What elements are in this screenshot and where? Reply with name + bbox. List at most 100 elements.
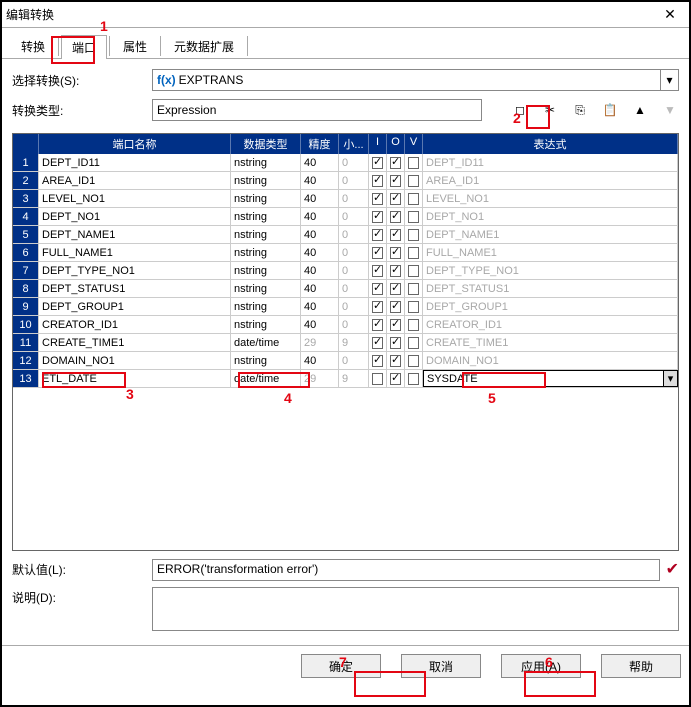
grid-body[interactable]: 1DEPT_ID11nstring400DEPT_ID112AREA_ID1ns…: [13, 154, 678, 550]
output-check[interactable]: [387, 226, 405, 243]
tab-properties[interactable]: 属性: [112, 34, 158, 58]
select-icon[interactable]: ◻: [511, 101, 529, 119]
expression-cell[interactable]: LEVEL_NO1: [423, 190, 678, 207]
col-input[interactable]: I: [369, 134, 387, 154]
table-row[interactable]: 5DEPT_NAME1nstring400DEPT_NAME1: [13, 226, 678, 244]
precision[interactable]: 40: [301, 280, 339, 297]
scale[interactable]: 0: [339, 352, 369, 369]
scale[interactable]: 0: [339, 280, 369, 297]
variable-check[interactable]: [405, 352, 423, 369]
port-name[interactable]: DOMAIN_NO1: [39, 352, 231, 369]
checkbox[interactable]: [408, 283, 419, 295]
select-transform-input[interactable]: f(x) EXPTRANS ▾: [152, 69, 679, 91]
checkbox[interactable]: [390, 175, 401, 187]
row-index[interactable]: 10: [13, 316, 39, 333]
port-name[interactable]: DEPT_GROUP1: [39, 298, 231, 315]
description-input[interactable]: [152, 587, 679, 631]
row-index[interactable]: 4: [13, 208, 39, 225]
tab-ports[interactable]: 端口: [61, 35, 107, 59]
col-name[interactable]: 端口名称: [39, 134, 231, 154]
input-check[interactable]: [369, 334, 387, 351]
port-name[interactable]: DEPT_TYPE_NO1: [39, 262, 231, 279]
table-row[interactable]: 7DEPT_TYPE_NO1nstring400DEPT_TYPE_NO1: [13, 262, 678, 280]
scale[interactable]: 0: [339, 244, 369, 261]
input-check[interactable]: [369, 298, 387, 315]
variable-check[interactable]: [405, 280, 423, 297]
data-type[interactable]: nstring: [231, 208, 301, 225]
checkbox[interactable]: [372, 355, 383, 367]
row-index[interactable]: 9: [13, 298, 39, 315]
table-row[interactable]: 13ETL_DATEdate/time299SYSDATE▾: [13, 370, 678, 388]
scale[interactable]: 0: [339, 172, 369, 189]
expression-cell[interactable]: CREATOR_ID1: [423, 316, 678, 333]
checkbox[interactable]: [372, 337, 383, 349]
expression-cell[interactable]: FULL_NAME1: [423, 244, 678, 261]
data-type[interactable]: nstring: [231, 262, 301, 279]
tab-transform[interactable]: 转换: [10, 34, 56, 58]
checkbox[interactable]: [390, 301, 401, 313]
variable-check[interactable]: [405, 226, 423, 243]
output-check[interactable]: [387, 370, 405, 387]
checkbox[interactable]: [372, 265, 383, 277]
row-index[interactable]: 12: [13, 352, 39, 369]
checkbox[interactable]: [408, 301, 419, 313]
checkbox[interactable]: [372, 283, 383, 295]
checkbox[interactable]: [372, 247, 383, 259]
checkbox[interactable]: [372, 211, 383, 223]
dropdown-icon[interactable]: ▾: [663, 371, 677, 386]
data-type[interactable]: date/time: [231, 370, 301, 387]
tab-metadata[interactable]: 元数据扩展: [163, 34, 245, 58]
table-row[interactable]: 11CREATE_TIME1date/time299CREATE_TIME1: [13, 334, 678, 352]
row-index[interactable]: 8: [13, 280, 39, 297]
output-check[interactable]: [387, 298, 405, 315]
checkbox[interactable]: [390, 337, 401, 349]
table-row[interactable]: 6FULL_NAME1nstring400FULL_NAME1: [13, 244, 678, 262]
variable-check[interactable]: [405, 298, 423, 315]
row-index[interactable]: 2: [13, 172, 39, 189]
output-check[interactable]: [387, 172, 405, 189]
input-check[interactable]: [369, 280, 387, 297]
data-type[interactable]: nstring: [231, 226, 301, 243]
input-check[interactable]: [369, 154, 387, 171]
expression-cell[interactable]: DEPT_STATUS1: [423, 280, 678, 297]
port-name[interactable]: CREATOR_ID1: [39, 316, 231, 333]
input-check[interactable]: [369, 226, 387, 243]
help-button[interactable]: 帮助: [601, 654, 681, 678]
checkbox[interactable]: [408, 193, 419, 205]
input-check[interactable]: [369, 370, 387, 387]
checkbox[interactable]: [390, 193, 401, 205]
precision[interactable]: 40: [301, 244, 339, 261]
data-type[interactable]: nstring: [231, 298, 301, 315]
port-name[interactable]: DEPT_NAME1: [39, 226, 231, 243]
output-check[interactable]: [387, 262, 405, 279]
cut-icon[interactable]: ✂: [541, 101, 559, 119]
close-icon[interactable]: ✕: [655, 5, 685, 25]
checkbox[interactable]: [390, 157, 401, 169]
variable-check[interactable]: [405, 334, 423, 351]
variable-check[interactable]: [405, 262, 423, 279]
input-check[interactable]: [369, 352, 387, 369]
output-check[interactable]: [387, 208, 405, 225]
precision[interactable]: 29: [301, 334, 339, 351]
scale[interactable]: 0: [339, 226, 369, 243]
checkbox[interactable]: [408, 355, 419, 367]
checkbox[interactable]: [372, 193, 383, 205]
input-check[interactable]: [369, 262, 387, 279]
variable-check[interactable]: [405, 244, 423, 261]
col-variable[interactable]: V: [405, 134, 423, 154]
table-row[interactable]: 2AREA_ID1nstring400AREA_ID1: [13, 172, 678, 190]
copy-icon[interactable]: ⎘: [571, 101, 589, 119]
table-row[interactable]: 8DEPT_STATUS1nstring400DEPT_STATUS1: [13, 280, 678, 298]
precision[interactable]: 40: [301, 190, 339, 207]
cancel-button[interactable]: 取消: [401, 654, 481, 678]
data-type[interactable]: nstring: [231, 316, 301, 333]
scale[interactable]: 0: [339, 262, 369, 279]
checkbox[interactable]: [372, 157, 383, 169]
expression-cell[interactable]: DEPT_NAME1: [423, 226, 678, 243]
paste-icon[interactable]: 📋: [601, 101, 619, 119]
port-name[interactable]: ETL_DATE: [39, 370, 231, 387]
precision[interactable]: 40: [301, 172, 339, 189]
expression-cell[interactable]: DEPT_TYPE_NO1: [423, 262, 678, 279]
ok-button[interactable]: 确定: [301, 654, 381, 678]
scale[interactable]: 0: [339, 154, 369, 171]
